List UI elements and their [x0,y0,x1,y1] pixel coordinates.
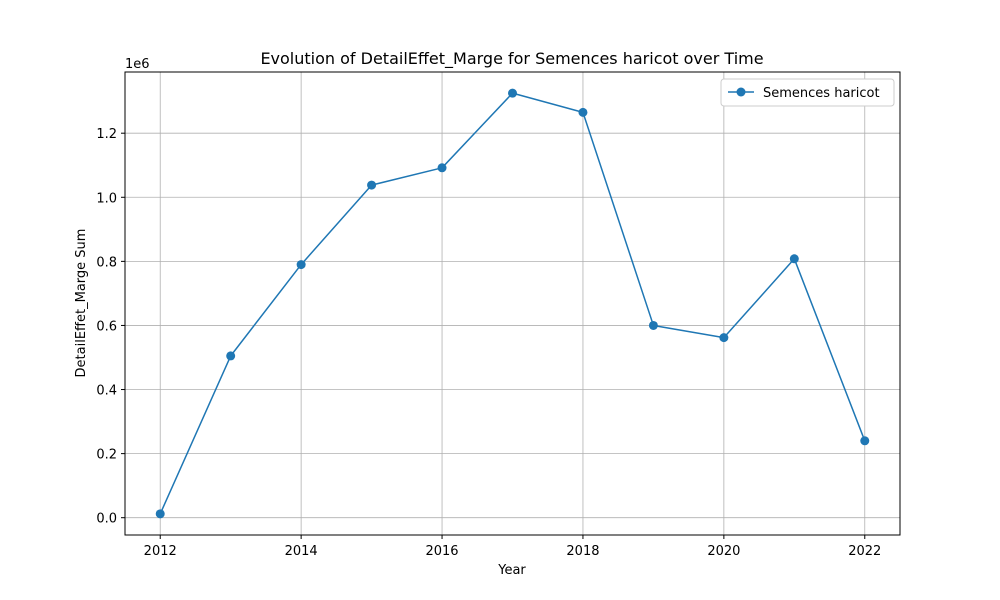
x-tick-label: 2012 [144,544,177,559]
x-tick-label: 2022 [848,544,881,559]
y-tick-label: 0.6 [96,319,117,334]
y-tick-label: 1.0 [96,191,117,206]
data-point-2018 [578,107,588,117]
data-point-2017 [508,88,517,98]
series-layer [155,88,870,519]
legend-box [720,78,895,107]
x-tick-label: 2020 [707,544,740,559]
y-tick-label: 0.0 [96,512,117,527]
x-axis-label: Year [497,563,526,578]
grid [125,72,900,535]
legend-marker [736,87,746,97]
data-point-2014 [296,260,306,270]
legend: Semences haricot [720,78,895,107]
x-tick-label: 2016 [425,544,458,559]
chart-title: Evolution of DetailEffet_Marge for Semen… [260,49,763,69]
data-point-2021 [789,254,799,264]
data-point-2022 [860,436,870,446]
data-point-2012 [155,509,165,519]
y-tick-label: 1.2 [96,127,117,142]
x-tick-label: 2018 [566,544,599,559]
y-tick-label: 0.4 [96,384,117,399]
axis-ticks: 2012 2014 2016 2018 2020 2022 0.0 0.2 0.4 0.6 0.8 1… [96,127,881,559]
data-point-2013 [226,351,236,361]
legend-entry-semences-haricot: Semences haricot [763,86,880,101]
y-axis-label: DetailEffet_Marge Sum [74,229,89,378]
y-axis-offset-label: 1e6 [125,57,150,72]
data-point-2019 [648,320,658,330]
data-point-2020 [719,333,729,343]
series-line [159,92,866,515]
y-tick-label: 0.2 [96,448,117,463]
y-tick-label: 0.8 [96,255,117,270]
plot-area-frame [124,71,901,536]
data-point-2015 [367,180,377,190]
data-point-2016 [437,163,447,173]
x-tick-label: 2014 [285,544,318,559]
